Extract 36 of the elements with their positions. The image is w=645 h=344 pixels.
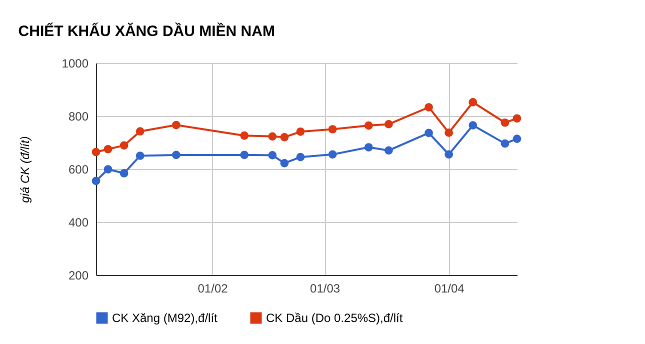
point — [92, 176, 100, 186]
point — [500, 118, 510, 127]
y-tick-label: 400 — [68, 216, 89, 230]
point — [384, 146, 393, 155]
point — [120, 169, 128, 178]
point — [120, 141, 128, 150]
y-axis-title: giá CK (đ/lít) — [18, 136, 32, 203]
point — [136, 127, 144, 136]
point — [384, 120, 393, 128]
point — [468, 121, 478, 130]
point — [364, 143, 373, 152]
x-tick-label: 01/04 — [434, 282, 465, 296]
point — [444, 150, 454, 159]
point — [92, 148, 100, 156]
y-tick-label: 1000 — [62, 56, 89, 70]
chart-title: CHIẾT KHẤU XĂNG DẦU MIỀN NAM — [18, 22, 275, 40]
x-tick-label: 01/03 — [310, 282, 340, 296]
point — [172, 150, 180, 160]
point — [468, 98, 478, 106]
point — [104, 144, 112, 154]
y-tick-label: 600 — [68, 162, 89, 176]
point — [500, 139, 510, 148]
y-tick-label: 200 — [68, 268, 89, 282]
point — [172, 120, 180, 130]
point — [136, 152, 144, 160]
point — [104, 165, 112, 174]
point — [424, 128, 433, 138]
x-tick-label: 01/02 — [198, 282, 228, 296]
point — [512, 134, 522, 143]
point — [424, 103, 433, 112]
point — [444, 128, 454, 137]
legend-label: CK Dầu (Do 0.25%S),đ/lít — [266, 311, 404, 325]
y-tick-label: 800 — [68, 110, 89, 124]
point — [364, 121, 373, 130]
point — [512, 114, 522, 123]
legend-label: CK Xăng (M92),đ/lít — [112, 311, 218, 325]
